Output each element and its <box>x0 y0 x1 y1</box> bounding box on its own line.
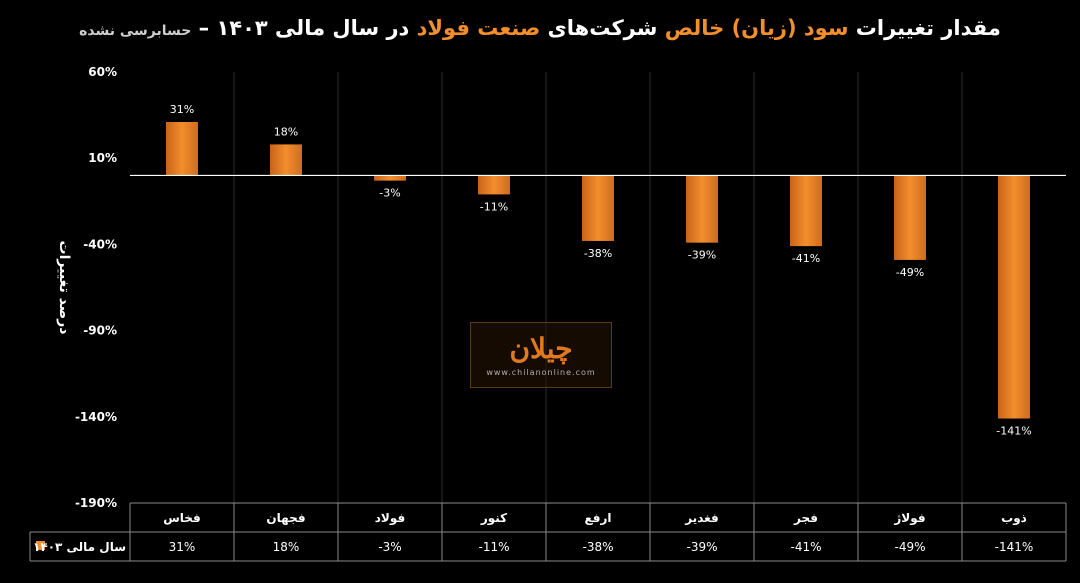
category-label: ارفع <box>584 511 611 525</box>
bar <box>270 144 302 176</box>
bar <box>166 121 198 176</box>
category-label: فولاژ <box>893 511 925 526</box>
category-label: فغدیر <box>684 511 719 525</box>
category-label: فولاد <box>375 511 405 526</box>
data-label: -41% <box>792 252 820 265</box>
table-value: -38% <box>582 540 613 554</box>
y-tick-label: -90% <box>83 324 117 338</box>
category-label: ذوب <box>1001 511 1027 526</box>
title-part-2: سود (زیان) خالص <box>664 16 849 40</box>
chart-subtitle: حسابرسی نشده <box>79 23 192 39</box>
y-tick-label: 60% <box>88 65 117 79</box>
title-part-1: مقدار تغییرات <box>855 16 1001 40</box>
data-label: -3% <box>379 187 400 200</box>
bar <box>686 175 718 243</box>
bar <box>998 175 1030 419</box>
watermark-url: www.chilanonline.com <box>486 367 596 377</box>
data-label: 31% <box>170 103 194 116</box>
legend-swatch <box>36 541 45 550</box>
watermark-logo-text: چیلان <box>509 331 573 365</box>
chart-title: مقدار تغییرات سود (زیان) خالص شرکت‌های ص… <box>0 16 1080 40</box>
bar <box>374 175 406 181</box>
category-label: فجر <box>793 511 818 525</box>
bar <box>894 175 926 260</box>
category-label: فجهان <box>266 511 305 525</box>
data-label: -11% <box>480 200 508 213</box>
title-part-4: صنعت فولاد <box>416 16 541 40</box>
bar <box>582 175 614 241</box>
y-axis-label: درصد تغییرات <box>56 241 72 335</box>
title-part-3: شرکت‌های <box>547 16 658 40</box>
category-label: کنور <box>480 511 507 526</box>
y-tick-label: -40% <box>83 237 117 251</box>
legend-series-name: سال مالی ۱۴۰۳ <box>33 540 126 554</box>
table-value: -49% <box>894 540 925 554</box>
data-label: 18% <box>274 125 298 138</box>
table-value: -141% <box>995 540 1034 554</box>
table-value: -3% <box>378 540 401 554</box>
table-value: 31% <box>169 540 196 554</box>
data-label: -38% <box>584 247 612 260</box>
watermark-logo: چیلان www.chilanonline.com <box>470 322 612 388</box>
table-value: -39% <box>686 540 717 554</box>
category-label: فخاس <box>163 511 201 525</box>
data-label: -49% <box>896 266 924 279</box>
y-tick-label: -190% <box>75 496 117 510</box>
y-tick-label: 10% <box>88 151 117 165</box>
bar <box>478 175 510 195</box>
table-value: -41% <box>790 540 821 554</box>
data-label: -39% <box>688 249 716 262</box>
data-label: -141% <box>996 425 1031 438</box>
title-part-5: در سال مالی ۱۴۰۳ – <box>198 16 410 40</box>
table-value: 18% <box>273 540 300 554</box>
y-tick-label: -140% <box>75 410 117 424</box>
bar <box>790 175 822 247</box>
table-value: -11% <box>478 540 509 554</box>
